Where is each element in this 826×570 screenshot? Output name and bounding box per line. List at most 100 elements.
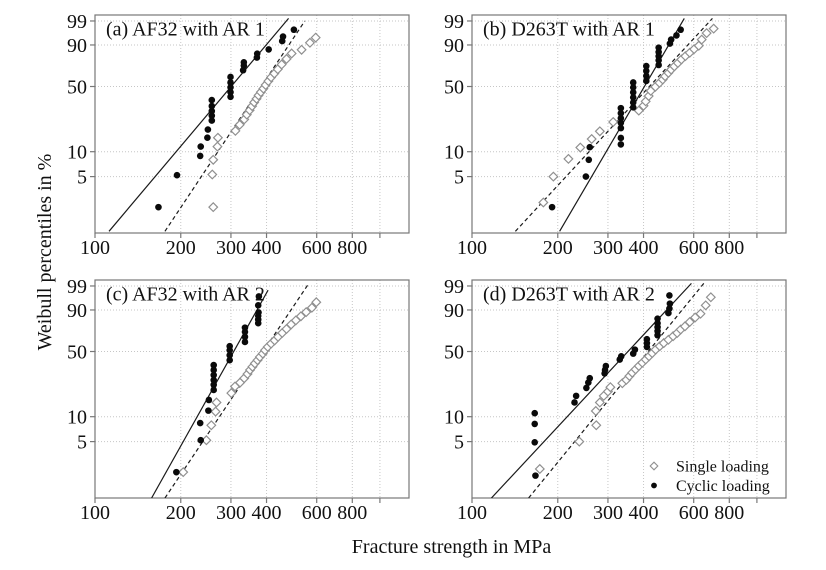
- tick-label-y: 90: [67, 300, 87, 322]
- marker-cyclic-circle: [208, 117, 216, 124]
- tick-label-y: 5: [454, 167, 464, 189]
- marker-cyclic-circle: [290, 26, 298, 34]
- marker-cyclic-circle: [196, 152, 204, 160]
- y-axis-title: Weibull percentiles in %: [34, 153, 56, 351]
- marker-single-diamond: [230, 125, 241, 137]
- marker-cyclic-circle: [265, 46, 272, 53]
- marker-cyclic-circle: [227, 93, 234, 101]
- fit-line-cyclic: [108, 18, 290, 232]
- marker-single-diamond: [212, 141, 223, 152]
- tick-label-x: 200: [166, 237, 196, 259]
- tick-label-x: 600: [679, 502, 709, 524]
- marker-cyclic-circle: [197, 143, 205, 150]
- marker-single-diamond: [301, 306, 312, 318]
- tick-label-x: 800: [714, 502, 744, 524]
- tick-label-x: 100: [80, 237, 110, 259]
- tick-label-x: 300: [593, 502, 623, 524]
- marker-cyclic-circle: [654, 319, 661, 327]
- tick-label-y: 99: [67, 276, 87, 298]
- marker-cyclic-circle: [617, 109, 625, 117]
- legend-item-single: Single loading: [649, 459, 769, 476]
- marker-cyclic-circle: [654, 315, 661, 322]
- marker-cyclic-circle: [255, 293, 263, 300]
- marker-cyclic-circle: [617, 141, 625, 148]
- marker-cyclic-circle: [208, 96, 216, 104]
- legend-item-cyclic: Cyclic loading: [651, 478, 770, 495]
- marker-cyclic-circle: [155, 203, 162, 211]
- marker-single-diamond: [296, 44, 307, 55]
- tick-label-x: 100: [80, 502, 110, 524]
- marker-single-diamond: [534, 463, 545, 475]
- marker-cyclic-circle: [666, 292, 673, 299]
- tick-label-x: 300: [216, 237, 246, 259]
- marker-cyclic-circle: [655, 44, 662, 51]
- tick-label-x: 600: [302, 502, 332, 524]
- series-single: [534, 292, 716, 475]
- plot-frame: [471, 279, 787, 499]
- marker-single-diamond: [178, 466, 189, 478]
- marker-cyclic-circle: [227, 88, 234, 96]
- marker-cyclic-circle: [210, 361, 218, 369]
- marker-cyclic-circle: [571, 399, 578, 406]
- marker-cyclic-circle: [585, 156, 593, 164]
- tick-label-x: 800: [337, 237, 367, 259]
- marker-cyclic-circle: [204, 126, 212, 133]
- marker-cyclic-circle: [531, 439, 539, 446]
- marker-single-diamond: [590, 405, 601, 417]
- marker-single-diamond: [594, 397, 605, 408]
- marker-single-diamond: [696, 34, 707, 45]
- marker-cyclic-circle: [642, 67, 650, 75]
- marker-single-diamond: [708, 23, 719, 34]
- series-single: [538, 23, 719, 208]
- marker-single-diamond: [208, 201, 219, 213]
- tick-label-x: 200: [543, 237, 573, 259]
- panel-title: (b) D263T with AR 1: [483, 19, 655, 41]
- panel-title: (c) AF32 with AR 2: [106, 284, 265, 306]
- marker-cyclic-circle: [208, 107, 216, 115]
- tick-label-x: 800: [337, 502, 367, 524]
- marker-single-diamond: [563, 153, 574, 165]
- tick-label-y: 50: [67, 77, 87, 99]
- marker-cyclic-circle: [196, 419, 204, 427]
- marker-single-diamond: [207, 169, 218, 180]
- marker-single-diamond: [276, 59, 287, 70]
- tick-label-y: 99: [67, 11, 87, 33]
- tick-label-x: 800: [714, 237, 744, 259]
- fit-line-cyclic: [151, 289, 269, 498]
- marker-single-diamond: [701, 27, 712, 39]
- marker-cyclic-circle: [572, 392, 580, 400]
- marker-cyclic-circle: [241, 333, 249, 341]
- marker-cyclic-circle: [532, 472, 539, 479]
- tick-label-y: 5: [77, 432, 87, 454]
- marker-single-diamond: [605, 382, 616, 393]
- plot-frame: [94, 14, 410, 234]
- tick-label-x: 300: [216, 502, 246, 524]
- marker-cyclic-circle: [629, 94, 637, 101]
- marker-single-diamond: [574, 436, 585, 447]
- marker-single-diamond: [700, 300, 711, 311]
- marker-cyclic-circle: [173, 468, 180, 476]
- marker-cyclic-circle: [205, 396, 213, 404]
- marker-single-diamond: [538, 197, 549, 208]
- marker-cyclic-circle: [227, 79, 234, 86]
- tick-label-y: 5: [77, 167, 87, 189]
- marker-cyclic-circle: [667, 36, 675, 43]
- marker-cyclic-circle: [226, 351, 233, 359]
- marker-single-diamond: [226, 387, 237, 399]
- marker-cyclic-circle: [197, 436, 205, 444]
- tick-label-x: 400: [629, 237, 659, 259]
- marker-cyclic-circle: [631, 346, 639, 353]
- tick-label-x: 200: [166, 502, 196, 524]
- tick-label-y: 50: [67, 342, 87, 364]
- legend-label: Cyclic loading: [676, 478, 770, 495]
- marker-cyclic-circle: [642, 62, 650, 70]
- tick-label-y: 99: [444, 11, 464, 33]
- plot-frame: [94, 279, 410, 499]
- marker-single-diamond: [695, 308, 706, 319]
- fit-line-single: [164, 20, 306, 232]
- marker-single-diamond: [586, 133, 597, 145]
- tick-label-x: 400: [252, 237, 282, 259]
